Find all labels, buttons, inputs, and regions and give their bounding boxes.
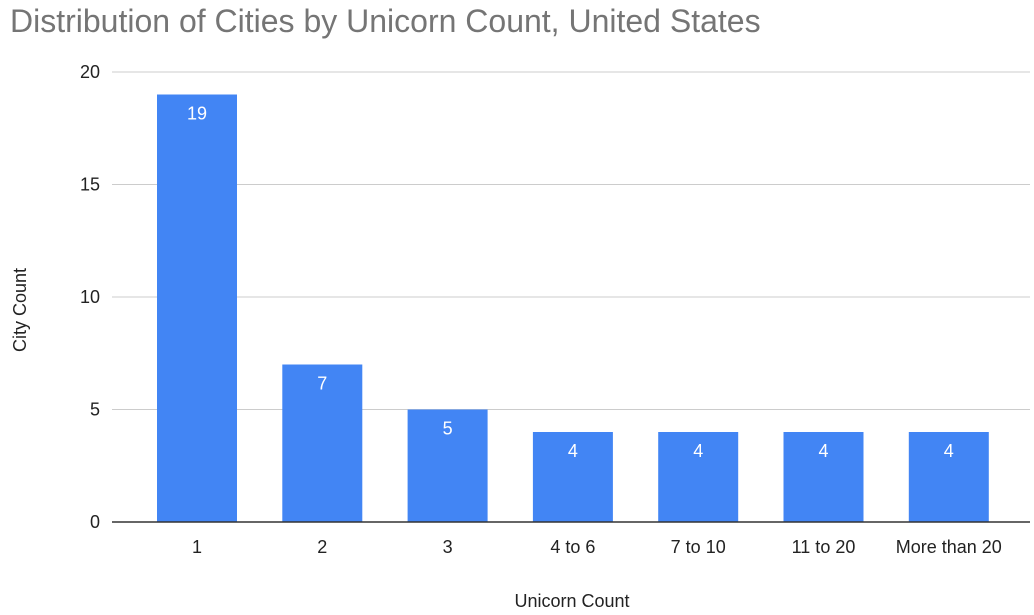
x-tick-label: 4 to 6 [550, 537, 595, 557]
y-tick-label: 5 [90, 400, 100, 420]
bar-data-label: 5 [443, 419, 453, 439]
x-tick-label: 7 to 10 [671, 537, 726, 557]
bar [783, 432, 864, 522]
y-tick-label: 0 [90, 512, 100, 532]
bar-data-label: 4 [818, 441, 828, 461]
x-tick-label: More than 20 [896, 537, 1002, 557]
bar [908, 432, 989, 522]
bar [658, 432, 739, 522]
bar-data-label: 4 [693, 441, 703, 461]
bar [157, 94, 237, 522]
y-tick-label: 10 [80, 287, 100, 307]
bar-data-label: 4 [568, 441, 578, 461]
y-axis-ticks: 0 5 10 15 20 [80, 62, 100, 532]
bar-data-label: 19 [187, 104, 207, 124]
y-tick-label: 15 [80, 175, 100, 195]
bar-data-label: 7 [317, 374, 327, 394]
x-axis-ticks: 1 2 3 4 to 6 7 to 10 11 to 20 More than 20 [192, 537, 1002, 557]
bar [407, 409, 488, 522]
x-tick-label: 2 [317, 537, 327, 557]
bar-data-label: 4 [944, 441, 954, 461]
chart-title: Distribution of Cities by Unicorn Count,… [10, 3, 761, 39]
x-tick-label: 1 [192, 537, 202, 557]
bar [532, 432, 613, 522]
bar [282, 364, 363, 522]
x-tick-label: 3 [443, 537, 453, 557]
y-tick-label: 20 [80, 62, 100, 82]
x-axis-label: Unicorn Count [514, 591, 629, 611]
gridlines [112, 71, 1030, 410]
bars: 19 7 5 4 4 4 4 [157, 94, 989, 522]
x-tick-label: 11 to 20 [792, 537, 856, 557]
y-axis-label: City Count [10, 268, 30, 352]
